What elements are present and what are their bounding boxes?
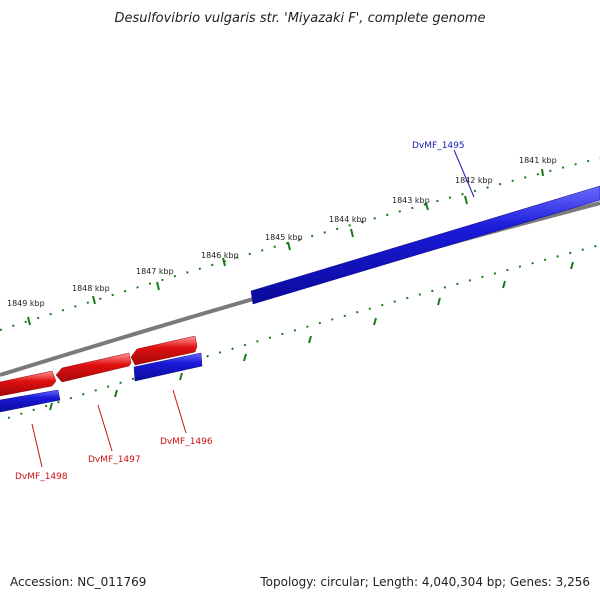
tick-label: 1847 kbp	[136, 267, 174, 276]
gene-dvmf-1496[interactable]	[130, 335, 198, 366]
map-title: Desulfovibrio vulgaris str. 'Miyazaki F'…	[114, 11, 485, 26]
tick-label: 1842 kbp	[455, 176, 493, 185]
inner-major-ticks	[49, 261, 574, 411]
tick-label: 1849 kbp	[7, 299, 45, 308]
gene-label-dvmf-1496: DvMF_1496	[160, 437, 213, 447]
tick-label: 1841 kbp	[519, 156, 557, 165]
inner-blue-feature-1496[interactable]	[133, 352, 203, 382]
tick-label: 1843 kbp	[392, 196, 430, 205]
gene-dvmf-1495[interactable]	[250, 185, 600, 305]
tick-labels: 1841 kbp 1842 kbp 1843 kbp 1844 kbp 1845…	[7, 156, 557, 308]
genome-summary-text: Topology: circular; Length: 4,040,304 bp…	[259, 575, 590, 589]
gene-label-dvmf-1497: DvMF_1497	[88, 455, 141, 465]
gene-dvmf-1498[interactable]	[0, 370, 57, 397]
tick-label: 1845 kbp	[265, 233, 303, 242]
leader-line-dvmf-1496	[172, 389, 187, 434]
tick-label: 1846 kbp	[201, 251, 239, 260]
inner-tick-ring	[7, 244, 600, 419]
tick-label: 1848 kbp	[72, 284, 110, 293]
leader-line-dvmf-1495	[453, 149, 475, 198]
gene-label-dvmf-1495: DvMF_1495	[412, 141, 465, 151]
tick-label: 1844 kbp	[329, 215, 367, 224]
gene-dvmf-1497[interactable]	[55, 352, 132, 383]
outer-tick-ring	[0, 157, 600, 331]
leader-line-dvmf-1497	[97, 404, 113, 452]
gene-label-dvmf-1498: DvMF_1498	[15, 472, 68, 482]
leader-line-dvmf-1498	[31, 423, 43, 468]
outer-major-ticks	[27, 168, 544, 326]
accession-text: Accession: NC_011769	[10, 575, 146, 589]
inner-blue-feature-1498[interactable]	[0, 389, 61, 413]
